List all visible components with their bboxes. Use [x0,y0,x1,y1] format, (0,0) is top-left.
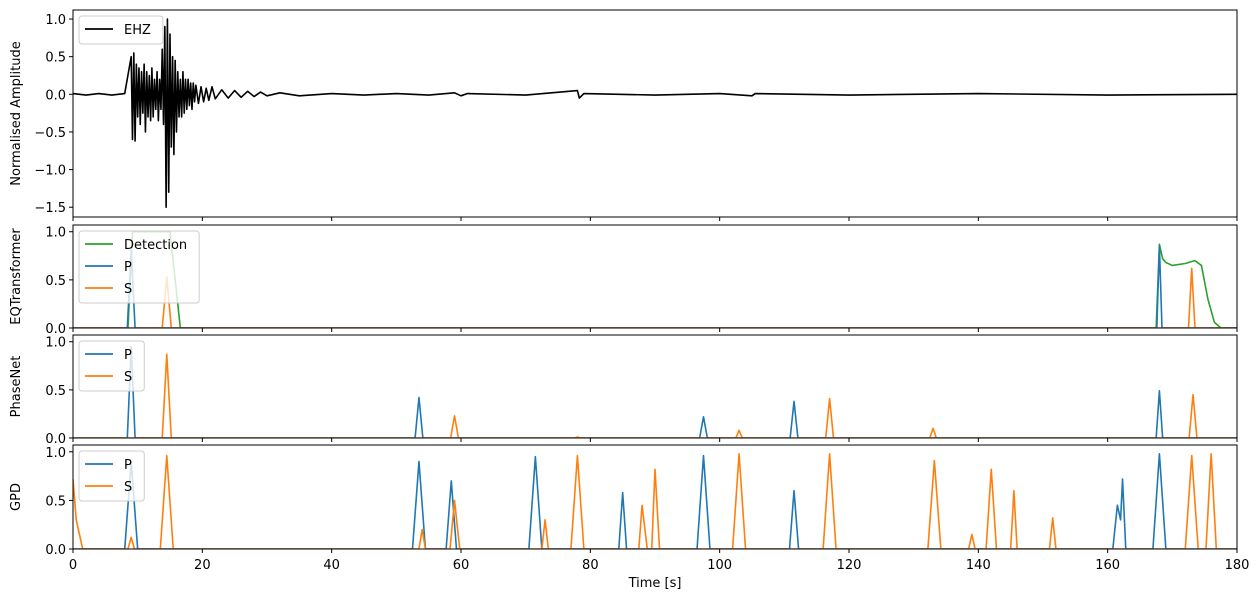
series-line [73,353,1237,438]
legend-label: P [124,348,132,363]
y-tick-label: −1.0 [34,164,66,179]
x-tick-label: 140 [966,558,991,573]
legend-box [78,450,145,502]
y-tick-label: 0.0 [45,432,66,447]
y-tick-label: 1.0 [45,446,66,461]
x-tick-label: 100 [707,558,732,573]
legend: PS [78,450,145,502]
series-line [73,230,1237,328]
x-tick-label: 180 [1225,558,1250,573]
legend-box [78,230,200,304]
y-tick-label: 0.5 [45,384,66,399]
y-tick-label: 0.0 [45,543,66,558]
legend-label: P [124,458,132,473]
x-tick-label: 120 [837,558,862,573]
y-tick-label: 1.0 [45,13,66,28]
legend-label: P [124,260,132,275]
series-line [73,267,1237,328]
legend-label: Detection [124,238,187,253]
plot-area [73,345,1237,438]
plot-area [73,230,1237,328]
x-axis-label: Time [s] [628,576,682,591]
y-axis-label: GPD [9,483,24,511]
y-axis-label: Normalised Amplitude [9,41,24,185]
x-tick-label: 0 [69,558,77,573]
plot-area [73,18,1237,209]
axes-frame [72,224,1238,329]
legend-label: EHZ [124,23,151,38]
series-line [73,452,1237,549]
x-tick-label: 160 [1095,558,1120,573]
y-tick-label: 0.0 [45,322,66,337]
series-line [73,18,1237,209]
y-tick-label: 0.5 [45,494,66,509]
legend-label: S [124,370,132,385]
plot-area [73,452,1237,549]
y-tick-label: −1.5 [34,201,66,216]
legend: EHZ [78,15,164,45]
y-tick-label: 0.0 [45,88,66,103]
series-line [73,452,1237,549]
axes-frame [72,9,1238,218]
x-tick-label: 80 [582,558,599,573]
y-axis-label: PhaseNet [9,356,24,418]
legend-box [78,15,164,45]
legend: Detection PS [78,230,200,304]
series-line [73,345,1237,438]
axes-frame [72,334,1238,439]
x-tick-label: 60 [453,558,470,573]
y-tick-label: 1.0 [45,226,66,241]
legend-label: S [124,480,132,495]
y-tick-label: −0.5 [34,126,66,141]
y-tick-label: 0.5 [45,51,66,66]
legend: PS [78,340,145,392]
legend-box [78,340,145,392]
series-line [73,245,1237,328]
x-tick-label: 40 [323,558,340,573]
y-tick-label: 1.0 [45,336,66,351]
axes-frame [72,444,1238,550]
y-tick-label: 0.5 [45,274,66,289]
legend-label: S [124,282,132,297]
x-tick-label: 20 [194,558,211,573]
y-axis-label: EQTransformer [9,228,24,325]
